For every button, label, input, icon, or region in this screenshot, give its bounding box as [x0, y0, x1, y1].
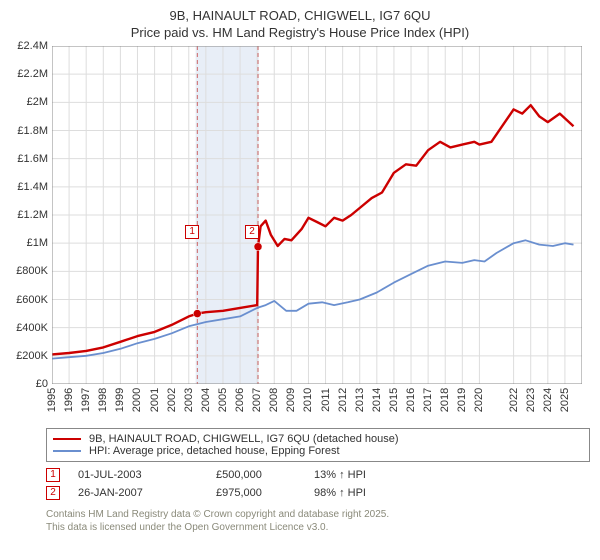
- event-delta: 13% ↑ HPI: [314, 469, 366, 481]
- y-axis: £0£200K£400K£600K£800K£1M£1.2M£1.4M£1.6M…: [10, 46, 52, 384]
- x-tick: 1996: [63, 388, 75, 412]
- x-tick: 1997: [80, 388, 92, 412]
- legend: 9B, HAINAULT ROAD, CHIGWELL, IG7 6QU (de…: [46, 428, 590, 462]
- event-box: 1: [46, 468, 60, 482]
- attribution: Contains HM Land Registry data © Crown c…: [46, 508, 590, 534]
- x-tick: 2016: [405, 388, 417, 412]
- attribution-line1: Contains HM Land Registry data © Crown c…: [46, 508, 590, 521]
- legend-label: 9B, HAINAULT ROAD, CHIGWELL, IG7 6QU (de…: [89, 433, 399, 445]
- event-date: 01-JUL-2003: [78, 469, 198, 481]
- x-tick: 2008: [268, 388, 280, 412]
- event-row: 1 01-JUL-2003 £500,000 13% ↑ HPI: [46, 468, 590, 482]
- x-tick: 2012: [337, 388, 349, 412]
- event-row: 2 26-JAN-2007 £975,000 98% ↑ HPI: [46, 486, 590, 500]
- x-tick: 2004: [200, 388, 212, 412]
- x-tick: 2001: [149, 388, 161, 412]
- y-tick: £600K: [16, 294, 48, 306]
- legend-swatch: [53, 438, 81, 440]
- x-tick: 1998: [97, 388, 109, 412]
- y-tick: £1M: [27, 237, 48, 249]
- y-tick: £2M: [27, 96, 48, 108]
- y-tick: £2.4M: [17, 40, 48, 52]
- x-tick: 2019: [456, 388, 468, 412]
- title-line1: 9B, HAINAULT ROAD, CHIGWELL, IG7 6QU: [10, 8, 590, 23]
- x-axis: 1995199619971998199920002001200220032004…: [52, 384, 582, 418]
- x-tick: 2007: [251, 388, 263, 412]
- x-tick: 2024: [542, 388, 554, 412]
- chart-title: 9B, HAINAULT ROAD, CHIGWELL, IG7 6QU Pri…: [10, 8, 590, 40]
- y-tick: £1.2M: [17, 209, 48, 221]
- event-table: 1 01-JUL-2003 £500,000 13% ↑ HPI 2 26-JAN-200…: [46, 468, 590, 500]
- x-tick: 2022: [508, 388, 520, 412]
- legend-item: HPI: Average price, detached house, Eppi…: [53, 445, 583, 457]
- x-tick: 2014: [371, 388, 383, 412]
- x-tick: 2017: [422, 388, 434, 412]
- event-box: 2: [46, 486, 60, 500]
- event-delta: 98% ↑ HPI: [314, 487, 366, 499]
- x-tick: 2015: [388, 388, 400, 412]
- x-tick: 2011: [320, 388, 332, 412]
- title-line2: Price paid vs. HM Land Registry's House …: [10, 25, 590, 40]
- x-tick: 1999: [114, 388, 126, 412]
- x-tick: 2000: [131, 388, 143, 412]
- event-marker-1: 1: [185, 225, 199, 239]
- y-tick: £800K: [16, 265, 48, 277]
- y-tick: £1.6M: [17, 153, 48, 165]
- plot-area: 12: [52, 46, 582, 384]
- legend-item: 9B, HAINAULT ROAD, CHIGWELL, IG7 6QU (de…: [53, 433, 583, 445]
- x-tick: 2003: [183, 388, 195, 412]
- y-tick: £400K: [16, 322, 48, 334]
- x-tick: 2006: [234, 388, 246, 412]
- x-tick: 2005: [217, 388, 229, 412]
- x-tick: 2023: [525, 388, 537, 412]
- y-tick: £2.2M: [17, 68, 48, 80]
- chart: £0£200K£400K£600K£800K£1M£1.2M£1.4M£1.6M…: [10, 44, 590, 418]
- attribution-line2: This data is licensed under the Open Gov…: [46, 521, 590, 534]
- y-tick: £200K: [16, 350, 48, 362]
- event-price: £975,000: [216, 487, 296, 499]
- x-tick: 2018: [439, 388, 451, 412]
- y-tick: £1.8M: [17, 125, 48, 137]
- x-tick: 1995: [46, 388, 58, 412]
- x-tick: 2013: [354, 388, 366, 412]
- event-marker-2: 2: [245, 225, 259, 239]
- x-tick: 2025: [559, 388, 571, 412]
- event-date: 26-JAN-2007: [78, 487, 198, 499]
- legend-label: HPI: Average price, detached house, Eppi…: [89, 445, 340, 457]
- event-price: £500,000: [216, 469, 296, 481]
- y-tick: £1.4M: [17, 181, 48, 193]
- x-tick: 2010: [302, 388, 314, 412]
- legend-swatch: [53, 450, 81, 452]
- x-tick: 2002: [166, 388, 178, 412]
- x-tick: 2020: [473, 388, 485, 412]
- x-tick: 2009: [285, 388, 297, 412]
